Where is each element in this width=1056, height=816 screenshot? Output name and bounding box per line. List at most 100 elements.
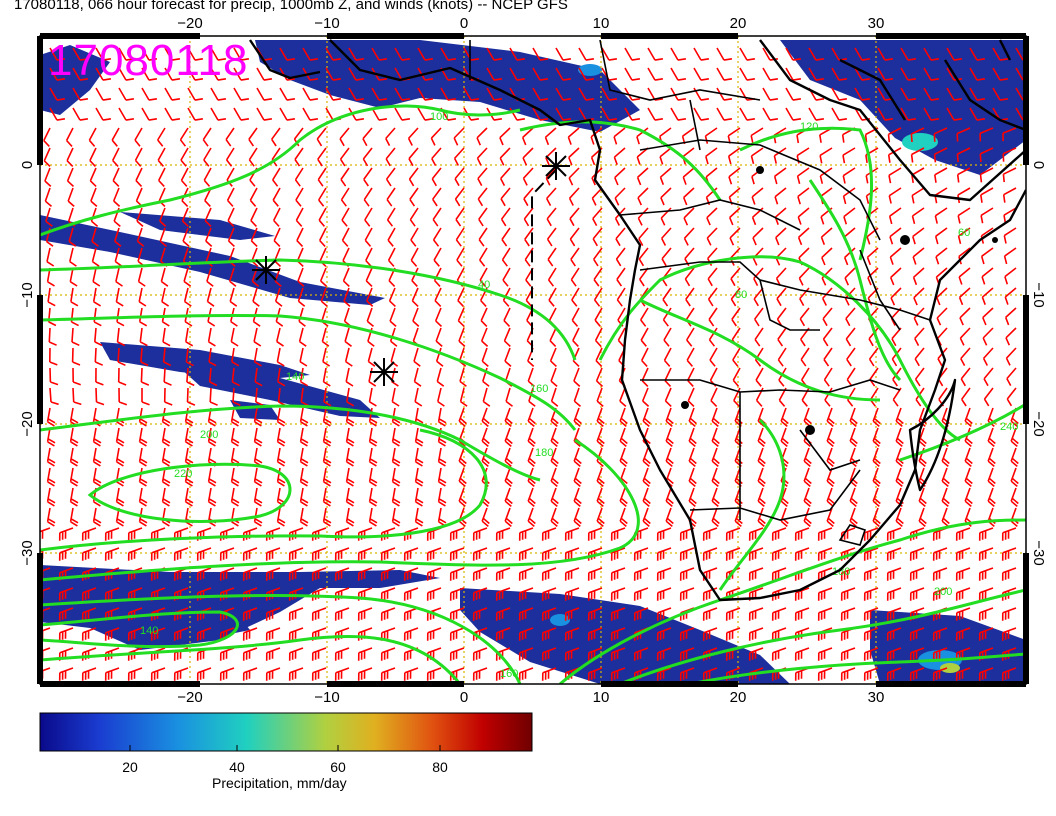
- wind-barb: [777, 327, 787, 347]
- wind-barb: [449, 547, 465, 561]
- wind-barb: [955, 607, 971, 621]
- wind-barb: [380, 667, 396, 681]
- wind-barb: [458, 407, 467, 428]
- wind-barb: [288, 667, 304, 681]
- wind-barb: [889, 247, 902, 265]
- wind-barb: [150, 607, 166, 621]
- wind-barb: [616, 287, 626, 307]
- wind-barb: [822, 327, 833, 347]
- wind-barb: [227, 207, 235, 227]
- wind-barb: [660, 207, 672, 226]
- svg-text:120: 120: [800, 121, 818, 133]
- wind-barb: [647, 107, 664, 121]
- wind-barb: [641, 387, 650, 407]
- wind-barb: [70, 287, 79, 307]
- wind-barb: [638, 247, 649, 267]
- wind-barb: [564, 527, 580, 541]
- wind-barb: [662, 287, 672, 307]
- wind-barb: [157, 147, 166, 167]
- lon-tick-labels-top: −20 −10 0 10 20 30: [177, 15, 884, 32]
- wind-barb: [594, 327, 603, 347]
- wind-barb: [385, 167, 396, 187]
- wind-barb: [912, 267, 925, 286]
- wind-barb: [69, 447, 79, 467]
- wind-barb: [831, 67, 848, 81]
- wind-barb: [593, 267, 603, 287]
- wind-barb: [887, 147, 902, 163]
- wind-barb: [619, 487, 628, 508]
- wind-barb: [495, 607, 511, 621]
- wind-barb: [773, 167, 787, 185]
- wind-barb: [72, 107, 89, 121]
- wind-barb: [523, 207, 534, 227]
- wind-barb: [403, 587, 419, 601]
- wind-barb: [368, 407, 378, 427]
- wind-barb: [900, 67, 917, 81]
- wind-barb: [592, 207, 603, 226]
- wind-barb: [679, 627, 695, 641]
- colorbar-tick-label: 20: [122, 759, 138, 775]
- wind-barb: [118, 67, 135, 81]
- wind-barb: [58, 587, 74, 601]
- wind-barb: [900, 47, 917, 61]
- wind-barb: [265, 647, 281, 661]
- wind-barb: [363, 167, 373, 187]
- wind-barb: [817, 667, 833, 681]
- wind-barb: [801, 387, 810, 407]
- cyclone-center-marker: [370, 358, 398, 386]
- wind-barb: [909, 547, 925, 561]
- wind-barb: [226, 187, 235, 207]
- wind-barb: [932, 567, 948, 581]
- wind-barb: [157, 167, 166, 187]
- wind-barb: [527, 407, 536, 428]
- wind-barb: [656, 647, 672, 661]
- date-stamp: 17080118: [48, 36, 249, 85]
- wind-barb: [344, 347, 353, 367]
- wind-barb: [163, 367, 172, 386]
- wind-barb: [923, 47, 940, 61]
- wind-barb: [573, 407, 582, 428]
- wind-barb: [785, 67, 802, 81]
- wind-barb: [116, 307, 125, 327]
- wind-barb: [527, 487, 536, 508]
- wind-barb: [845, 327, 856, 347]
- wind-barb: [546, 227, 557, 247]
- wind-barb: [481, 407, 490, 428]
- wind-barb: [138, 407, 148, 427]
- wind-barb: [457, 307, 465, 327]
- wind-barb: [69, 427, 79, 447]
- wind-barb: [863, 607, 879, 621]
- wind-barb: [242, 567, 258, 581]
- wind-barb: [44, 187, 53, 208]
- wind-barb: [613, 147, 626, 165]
- wind-barb: [923, 107, 940, 121]
- wind-barb: [210, 87, 227, 101]
- wind-barb: [955, 587, 971, 601]
- wind-barb: [440, 47, 457, 61]
- wind-barb: [318, 207, 327, 227]
- wind-barb: [486, 47, 503, 61]
- wind-barb: [762, 87, 779, 101]
- wind-barb: [138, 287, 147, 307]
- wind-barb: [230, 427, 240, 447]
- wind-barb: [571, 287, 580, 307]
- wind-barb: [302, 87, 319, 101]
- wind-barb: [757, 427, 766, 448]
- wind-barb: [311, 667, 327, 681]
- wind-barb: [44, 167, 52, 187]
- wind-barb: [203, 167, 212, 187]
- wind-barb: [1005, 347, 1017, 366]
- wind-barb: [322, 467, 332, 487]
- wind-barb: [253, 427, 263, 447]
- wind-barb: [202, 127, 212, 147]
- wind-barb: [65, 127, 74, 147]
- wind-barb: [58, 607, 74, 621]
- wind-barb: [682, 187, 695, 206]
- wind-barb: [449, 607, 465, 621]
- precip-core-colors: [550, 64, 962, 673]
- wind-barb: [757, 467, 766, 488]
- wind-barb: [58, 547, 74, 561]
- wind-barb: [250, 227, 258, 247]
- wind-barb: [794, 647, 810, 661]
- wind-barb: [137, 267, 146, 287]
